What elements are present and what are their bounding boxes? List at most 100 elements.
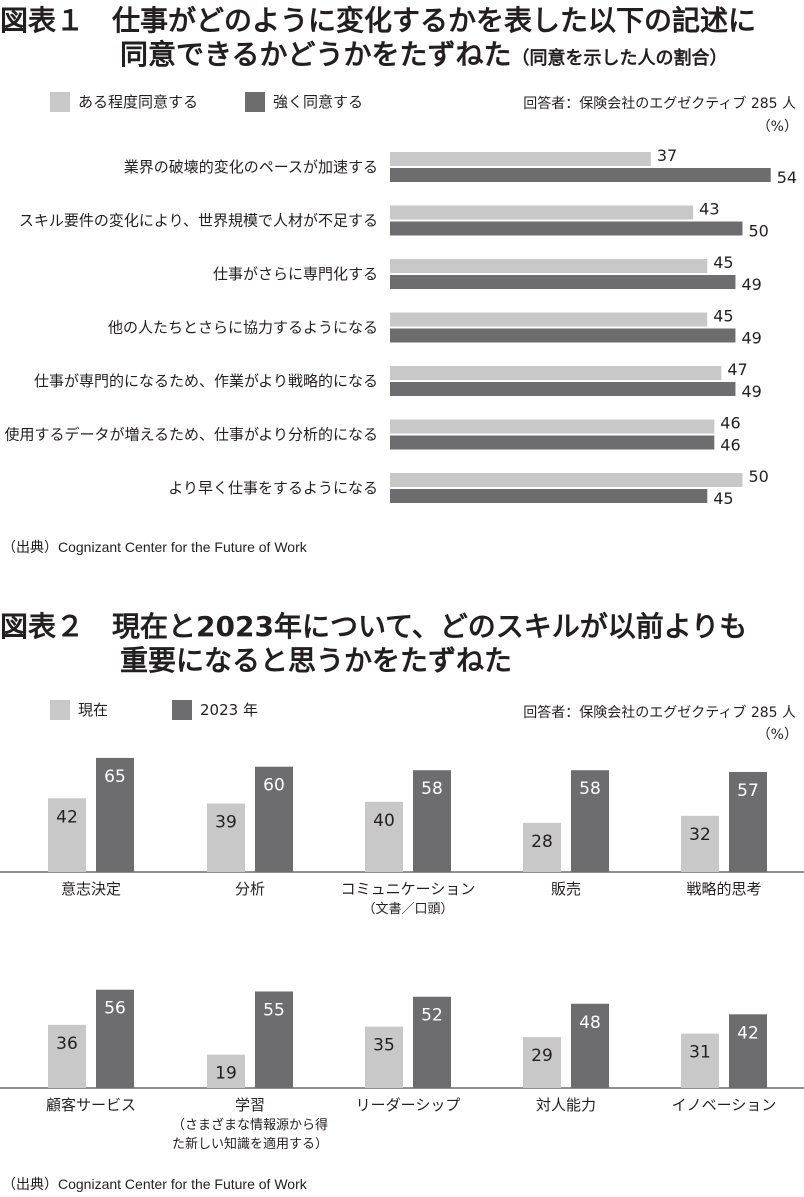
fig2-value-label-2023: 65 — [104, 767, 126, 787]
fig1-value-label-somewhat: 45 — [713, 307, 733, 326]
fig1-category-label: 業界の破壊的変化のペースが加速する — [124, 158, 378, 176]
fig1-bar-somewhat — [390, 152, 651, 166]
fig2-chart: 42 65 意志決定 39 60 分析 40 58 コミュニケーション （文書／口頭） 28 58 販売… — [0, 757, 804, 1152]
fig2-bar-current — [523, 822, 561, 872]
fig2-legend-swatch-light — [50, 700, 70, 720]
fig2-category-label: 戦略的思考 — [686, 880, 761, 898]
fig2-bar-2023 — [729, 771, 767, 872]
fig1-category-label: 他の人たちとさらに協力するようになる — [108, 319, 378, 337]
fig1-title-line1: 仕事がどのように変化するかを表した以下の記述に — [112, 4, 757, 37]
fig1-value-label-strongly: 49 — [741, 382, 761, 401]
fig1-legend-label-dark: 強く同意する — [273, 93, 364, 111]
fig1-bar-strongly — [390, 435, 715, 450]
fig1-value-label-strongly: 49 — [741, 329, 761, 348]
fig2-value-label-2023: 58 — [579, 779, 601, 799]
fig2-value-label-2023: 42 — [737, 1023, 759, 1043]
fig2-category-label: 学習 — [235, 1096, 265, 1114]
fig1-bar-somewhat — [390, 419, 715, 434]
fig1-title-note: （同意を示した人の割合） — [511, 48, 728, 69]
fig2-category-sublabel: （さまざまな情報源から得 — [172, 1117, 328, 1133]
fig2-value-label-current: 35 — [373, 1036, 395, 1056]
fig1-bar-strongly — [390, 275, 736, 289]
fig2-respondents: 回答者：保険会社のエグゼクティブ 285 人 — [523, 705, 796, 721]
fig1-value-label-strongly: 45 — [713, 489, 733, 508]
fig2-source: （出典）Cognizant Center for the Future of W… — [2, 1176, 307, 1192]
fig2-value-label-current: 36 — [56, 1034, 78, 1054]
fig2-value-label-2023: 57 — [737, 781, 759, 801]
fig1-value-label-somewhat: 45 — [713, 253, 733, 272]
fig2-title-second-line: 重要になると思うかをたずねた — [120, 644, 512, 678]
fig1-bar-strongly — [390, 382, 736, 396]
fig2-bar-current — [681, 1033, 719, 1088]
fig2-bar-current — [48, 1024, 86, 1088]
fig2-value-label-current: 32 — [689, 825, 711, 845]
fig1-source: （出典）Cognizant Center for the Future of W… — [2, 539, 307, 555]
fig2-bar-2023 — [96, 989, 134, 1088]
fig2-legend-label-light: 現在 — [78, 701, 109, 719]
fig1-bar-strongly — [390, 328, 736, 343]
fig2-bar-current — [207, 803, 245, 872]
fig1-unit: （%） — [756, 119, 798, 135]
fig1-bar-strongly — [390, 168, 771, 182]
fig2-bar-2023 — [571, 1003, 609, 1088]
fig1-title: 図表１ 仕事がどのように変化するかを表した以下の記述に — [0, 4, 756, 38]
fig1-category-label: スキル要件の変化により、世界規模で人材が不足する — [19, 212, 378, 230]
fig2-title-line1: 現在と2023年について、どのスキルが以前よりも — [112, 610, 748, 643]
fig2-value-label-current: 42 — [56, 807, 78, 827]
fig1-chart: 業界の破壊的変化のペースが加速する 37 54 スキル要件の変化により、世界規模で人材… — [4, 146, 797, 508]
fig1-category-label: 仕事が専門的になるため、作業がより戦略的になる — [34, 372, 378, 390]
fig2-value-label-2023: 60 — [263, 776, 285, 796]
fig1-prefix: 図表１ — [0, 4, 85, 37]
fig1-value-label-strongly: 49 — [741, 275, 761, 294]
fig1-value-label-somewhat: 46 — [720, 414, 740, 433]
fig1-bar-somewhat — [390, 473, 743, 487]
fig1-bar-strongly — [390, 489, 708, 503]
fig2-value-label-2023: 58 — [421, 779, 443, 799]
fig1-title-second-line: 同意できるかどうかをたずねた（同意を示した人の割合） — [120, 38, 727, 76]
fig2-category-label: 分析 — [235, 880, 265, 898]
fig2-value-label-current: 19 — [215, 1064, 237, 1084]
fig1-title-line2: 同意できるかどうかをたずねた — [120, 38, 512, 71]
fig1-category-label: 仕事がさらに専門化する — [213, 265, 378, 283]
fig1-category-label: 使用するデータが増えるため、仕事がより分析的になる — [4, 426, 378, 444]
fig2-value-label-2023: 56 — [104, 999, 126, 1019]
fig2-bar-2023 — [729, 1014, 767, 1088]
fig2-category-sublabel: （文書／口頭） — [362, 902, 453, 917]
fig2-bar-2023 — [255, 766, 293, 872]
fig2-bar-current — [207, 1054, 245, 1088]
fig1-value-label-somewhat: 50 — [749, 467, 769, 486]
fig2-category-label: 対人能力 — [536, 1096, 596, 1114]
fig2-value-label-current: 40 — [373, 811, 395, 831]
fig1-value-label-strongly: 46 — [720, 436, 740, 455]
fig1-value-label-somewhat: 47 — [727, 360, 747, 379]
fig2-title-line2: 重要になると思うかをたずねた — [120, 644, 513, 677]
fig1-bar-strongly — [390, 221, 743, 236]
fig1-bar-somewhat — [390, 312, 708, 327]
fig2-bar-current — [365, 1026, 403, 1088]
fig2-bar-current — [523, 1037, 561, 1088]
fig1-category-label: より早く仕事をするようになる — [168, 479, 378, 497]
fig2-bar-current — [365, 801, 403, 872]
fig1-value-label-somewhat: 37 — [657, 146, 677, 165]
fig2-bar-2023 — [413, 996, 451, 1088]
fig1-bar-somewhat — [390, 366, 722, 380]
fig2-legend-swatch-dark — [172, 700, 192, 720]
fig2-category-label: 顧客サービス — [46, 1096, 136, 1114]
fig1-value-label-strongly: 54 — [777, 168, 797, 187]
fig2-bar-2023 — [96, 757, 134, 872]
fig2-bar-2023 — [571, 770, 609, 872]
fig2-unit: （%） — [756, 727, 798, 743]
fig2-value-label-2023: 55 — [263, 1000, 285, 1020]
fig2-value-label-current: 29 — [531, 1046, 553, 1066]
fig2-value-label-current: 31 — [689, 1043, 711, 1063]
fig2-bar-2023 — [413, 770, 451, 872]
fig2-value-label-2023: 48 — [579, 1013, 601, 1033]
fig2-bar-current — [48, 798, 86, 872]
fig2-value-label-current: 39 — [215, 813, 237, 833]
fig1-legend-swatch-light — [50, 92, 70, 112]
fig2-title: 図表２ 現在と2023年について、どのスキルが以前よりも — [0, 610, 747, 644]
fig2-category-label: イノベーション — [672, 1096, 777, 1114]
fig2-bar-2023 — [255, 991, 293, 1088]
fig1-respondents: 回答者：保険会社のエグゼクティブ 285 人 — [523, 96, 796, 112]
fig2-value-label-current: 28 — [531, 832, 553, 852]
